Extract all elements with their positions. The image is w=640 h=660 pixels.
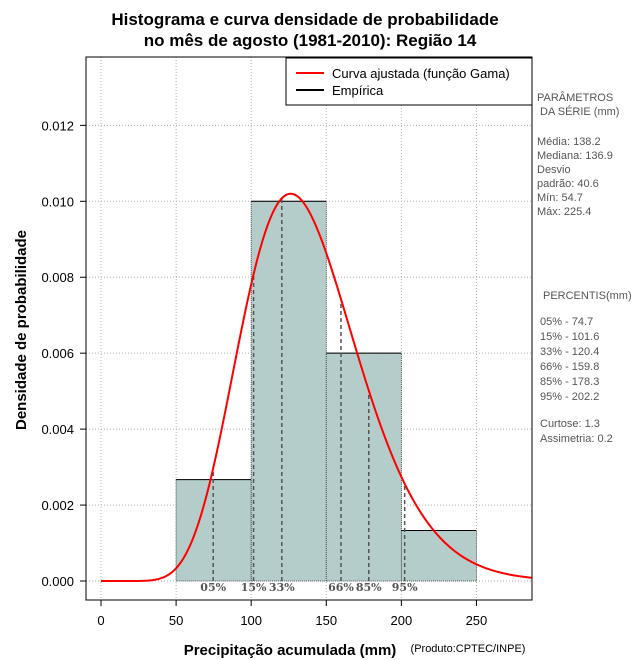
stat-max: Máx: 225.4 (537, 206, 591, 218)
params-title-1: PARÂMETROS (537, 91, 613, 104)
x-tick-label-0: 0 (97, 613, 104, 628)
histogram-bar-2 (325, 352, 402, 582)
legend-box (285, 57, 533, 106)
y-tick-label-5: 0.010 (41, 194, 74, 209)
percentile-label-05%: 05% (200, 581, 226, 594)
chart-title-line1: Histograma e curva densidade de probabil… (111, 10, 498, 29)
stat-media: Média: 138.2 (537, 136, 601, 148)
product-credit: (Produto:CPTEC/INPE) (411, 643, 526, 655)
y-axis: 0.000 0.002 0.004 0.006 0.008 0.010 0.012 (41, 118, 86, 589)
percentile-lines: 05% 15% 33% 66% 85% 95% (200, 198, 418, 594)
x-tick-label-1: 50 (169, 613, 183, 628)
stat-curtose: Curtose: 1.3 (540, 418, 600, 430)
gamma-curve (101, 192, 533, 583)
stat-desvio-2: padrão: 40.6 (537, 178, 599, 190)
percentil-85: 85% - 178.3 (540, 376, 599, 388)
x-tick-label-5: 250 (466, 613, 488, 628)
percentis-title: PERCENTIS(mm) (543, 290, 632, 302)
y-tick-label-6: 0.012 (41, 118, 74, 133)
stat-assimetria: Assimetria: 0.2 (540, 433, 613, 445)
x-axis: 0 50 100 150 200 250 (97, 600, 487, 628)
x-tick-label-2: 100 (240, 613, 262, 628)
stat-desvio-1: Desvio (537, 164, 571, 176)
params-title-2: DA SÉRIE (mm) (540, 105, 619, 118)
legend: Curva ajustada (função Gama) Empírica (285, 57, 533, 106)
percentile-label-66%: 66% (328, 581, 354, 594)
legend-fitted-label: Curva ajustada (função Gama) (332, 66, 510, 81)
stat-mediana: Mediana: 136.9 (537, 150, 613, 162)
y-axis-label: Densidade de probabilidade (13, 230, 30, 430)
percentile-label-85%: 85% (356, 581, 382, 594)
y-tick-label-4: 0.008 (41, 270, 74, 285)
histogram-bars (175, 200, 477, 582)
plot-frame (85, 56, 533, 601)
percentile-label-15%: 15% (241, 581, 267, 594)
percentile-label-33%: 33% (269, 581, 295, 594)
x-tick-label-3: 150 (315, 613, 337, 628)
percentil-15: 15% - 101.6 (540, 331, 599, 343)
y-tick-label-2: 0.004 (41, 422, 74, 437)
histogram-bar-3 (400, 530, 477, 582)
y-tick-label-3: 0.006 (41, 346, 74, 361)
percentil-95: 95% - 202.2 (540, 391, 599, 403)
percentile-label-95%: 95% (392, 581, 418, 594)
percentil-66: 66% - 159.8 (540, 361, 599, 373)
stat-min: Mín: 54.7 (537, 192, 583, 204)
legend-empirical-label: Empírica (332, 83, 384, 98)
y-tick-label-0: 0.000 (41, 574, 74, 589)
percentil-33: 33% - 120.4 (540, 346, 599, 358)
x-tick-label-4: 200 (391, 613, 413, 628)
x-axis-label: Precipitação acumulada (mm) (184, 642, 397, 659)
histogram-bar-1 (250, 200, 327, 582)
percentil-05: 05% - 74.7 (540, 316, 593, 328)
y-tick-label-1: 0.002 (41, 498, 74, 513)
chart-title-line2: no mês de agosto (1981-2010): Região 14 (144, 31, 477, 50)
side-panel: PARÂMETROS DA SÉRIE (mm) Média: 138.2 Me… (537, 91, 632, 445)
